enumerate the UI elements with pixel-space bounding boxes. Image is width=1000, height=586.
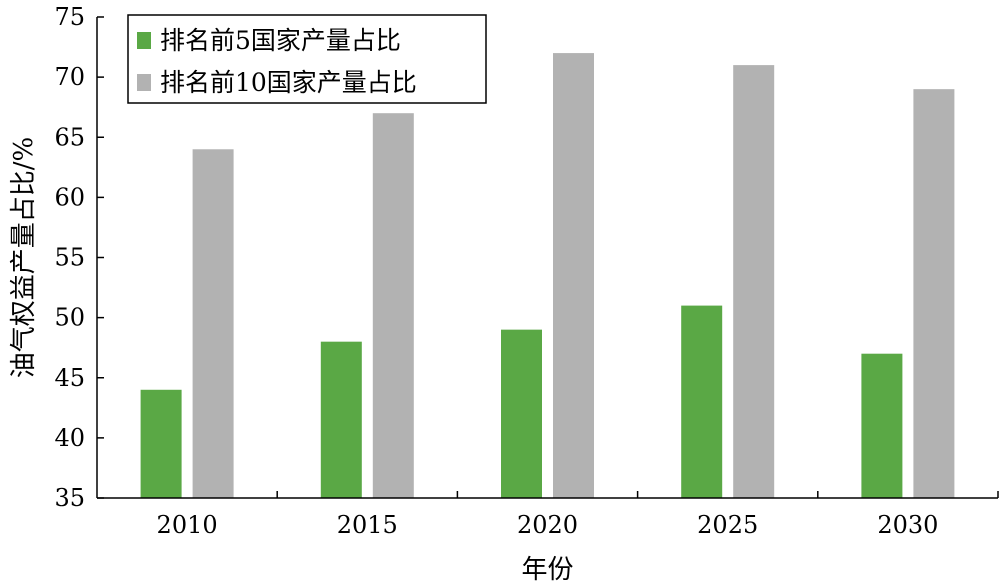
- bar-top5-2025: [681, 305, 723, 498]
- legend-label: 排名前10国家产量占比: [160, 68, 417, 97]
- bar-top10-2015: [372, 113, 414, 498]
- axes-layer: 35 40 45 50 55 60 65 70 75 2010 2015 2020 2025 2030: [54, 3, 999, 539]
- bar-top5-2020: [501, 329, 542, 498]
- bar-top5-2030: [861, 353, 903, 498]
- x-axis-title: 年份: [521, 555, 573, 585]
- x-tick-label: 2020: [517, 511, 578, 539]
- y-tick-label: 50: [54, 304, 85, 332]
- x-tick-label: 2010: [157, 511, 218, 539]
- bar-top5-2010: [140, 389, 182, 498]
- y-tick-label: 55: [54, 244, 85, 272]
- y-tick-label: 75: [54, 3, 85, 31]
- bar-top5-2015: [320, 341, 362, 498]
- x-tick-label: 2015: [337, 511, 398, 539]
- legend-swatch: [137, 74, 151, 91]
- y-tick-label: 40: [54, 424, 85, 452]
- legend-swatch: [137, 32, 151, 49]
- bar-top10-2010: [192, 149, 234, 498]
- legend-label: 排名前5国家产量占比: [160, 26, 401, 55]
- y-tick-label: 65: [54, 123, 85, 151]
- y-tick-label: 70: [54, 63, 85, 91]
- x-tick-label: 2030: [877, 511, 938, 539]
- y-tick-label: 35: [54, 484, 85, 512]
- x-tick-label: 2025: [697, 511, 758, 539]
- bar-top10-2025: [733, 65, 775, 498]
- y-tick-label: 60: [54, 183, 85, 211]
- bar-top10-2030: [913, 89, 955, 499]
- y-axis-title: 油气权益产量占比/%: [9, 137, 39, 378]
- y-tick-label: 45: [54, 364, 85, 392]
- bars-layer: [140, 53, 955, 499]
- legend-box: [127, 14, 487, 104]
- bar-top10-2020: [553, 53, 594, 498]
